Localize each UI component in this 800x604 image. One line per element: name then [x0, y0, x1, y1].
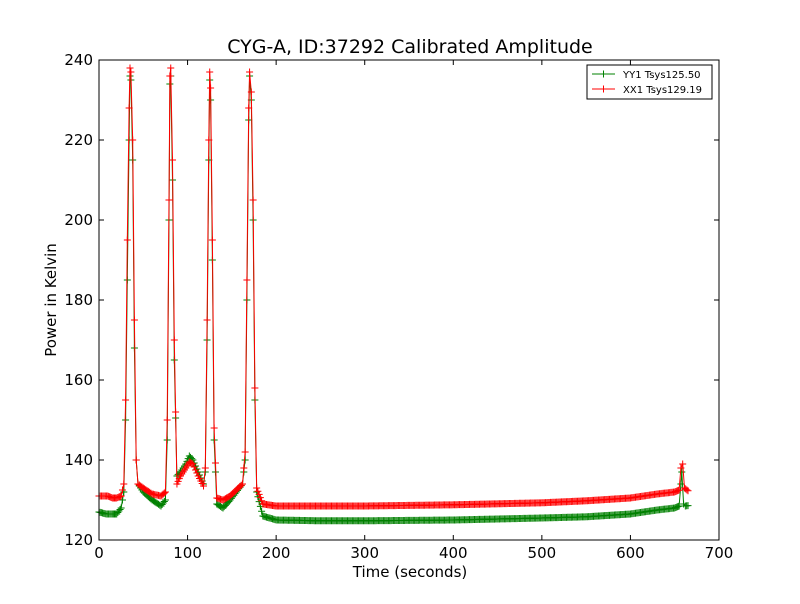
data-point-marker — [170, 336, 178, 344]
data-point-marker — [172, 408, 180, 416]
data-point-marker — [129, 136, 137, 144]
data-point-marker — [193, 469, 201, 477]
data-point-marker — [238, 480, 246, 488]
y-tick-label: 220 — [64, 131, 93, 149]
legend-item: XX1 Tsys129.19 — [592, 85, 702, 96]
y-tick-label: 200 — [64, 211, 93, 229]
legend: YY1 Tsys125.50 XX1 Tsys129.19 — [586, 64, 713, 100]
data-point-marker — [188, 459, 196, 467]
x-tick-label: 200 — [262, 544, 291, 562]
data-point-marker — [122, 396, 130, 404]
data-point-marker — [117, 504, 125, 512]
data-point-marker — [211, 459, 219, 467]
data-point-marker — [254, 487, 262, 495]
data-point-marker — [246, 68, 254, 76]
data-point-marker — [249, 196, 257, 204]
x-tick-label: 500 — [528, 544, 557, 562]
data-point-marker — [126, 64, 134, 72]
data-point-marker — [206, 68, 214, 76]
data-point-marker — [117, 492, 125, 500]
data-point-marker — [169, 156, 177, 164]
y-tick-label: 180 — [64, 291, 93, 309]
data-point-marker — [189, 460, 197, 468]
data-point-marker — [677, 464, 685, 472]
data-point-marker — [163, 416, 171, 424]
x-tick-label: 700 — [705, 544, 734, 562]
data-point-marker — [679, 460, 687, 468]
data-point-marker — [123, 236, 131, 244]
data-point-marker — [167, 64, 175, 72]
data-point-marker — [190, 463, 198, 471]
legend-marker — [600, 70, 607, 78]
data-point-marker — [118, 486, 126, 494]
x-tick-label: 0 — [94, 544, 104, 562]
series-2 — [95, 64, 692, 510]
data-point-marker — [241, 456, 249, 464]
legend-box — [586, 64, 713, 100]
legend-label: XX1 Tsys129.19 — [623, 85, 702, 96]
data-point-marker — [161, 488, 169, 496]
data-point-marker — [200, 482, 208, 490]
data-point-marker — [203, 316, 211, 324]
data-point-marker — [161, 496, 169, 504]
y-tick-label: 120 — [64, 531, 93, 549]
data-point-marker — [210, 424, 218, 432]
data-point-marker — [237, 481, 245, 489]
data-point-marker — [116, 506, 124, 513]
y-tick-label: 140 — [64, 451, 93, 469]
plot-area — [95, 64, 692, 525]
data-point-marker — [683, 486, 691, 494]
data-point-marker — [678, 468, 686, 476]
data-point-marker — [251, 384, 259, 392]
data-point-marker — [240, 464, 248, 472]
x-axis-label: Time (seconds) — [352, 563, 468, 581]
legend-label: YY1 Tsys125.50 — [622, 70, 701, 81]
data-point-marker — [675, 486, 683, 494]
data-point-marker — [130, 316, 138, 324]
data-point-marker — [675, 502, 683, 510]
data-point-marker — [207, 84, 215, 92]
data-point-marker — [192, 466, 200, 474]
chart-title: CYG-A, ID:37292 Calibrated Amplitude — [227, 36, 592, 58]
data-point-marker — [166, 72, 174, 80]
y-tick-label: 240 — [64, 51, 93, 69]
data-point-marker — [160, 489, 168, 497]
data-point-marker — [255, 490, 263, 498]
x-tick-label: 400 — [439, 544, 468, 562]
data-point-marker — [677, 480, 685, 488]
data-point-marker — [245, 104, 253, 112]
data-point-marker — [165, 196, 173, 204]
data-point-marker — [684, 487, 692, 495]
legend-marker — [600, 85, 607, 93]
legend-item: YY1 Tsys125.50 — [592, 70, 701, 81]
data-point-marker — [256, 494, 264, 502]
axes: 0 100 200 300 400 500 600 700 120 140 160 180 200 220… — [64, 51, 733, 562]
data-point-marker — [243, 276, 251, 284]
data-point-marker — [160, 498, 168, 505]
data-point-marker — [127, 68, 135, 76]
y-axis-label: Power in Kelvin — [42, 243, 60, 357]
data-point-marker — [125, 104, 133, 112]
x-tick-label: 600 — [616, 544, 645, 562]
data-point-marker — [201, 464, 209, 472]
data-point-marker — [120, 480, 128, 488]
data-point-marker — [208, 236, 216, 244]
data-point-marker — [258, 507, 266, 515]
data-point-marker — [247, 88, 255, 96]
data-point-marker — [684, 502, 692, 510]
data-point-marker — [253, 484, 261, 492]
y-tick-label: 160 — [64, 371, 93, 389]
x-tick-label: 100 — [173, 544, 202, 562]
data-point-marker — [241, 448, 249, 456]
data-point-marker — [132, 456, 140, 464]
data-point-marker — [205, 136, 213, 144]
x-tick-label: 300 — [350, 544, 379, 562]
